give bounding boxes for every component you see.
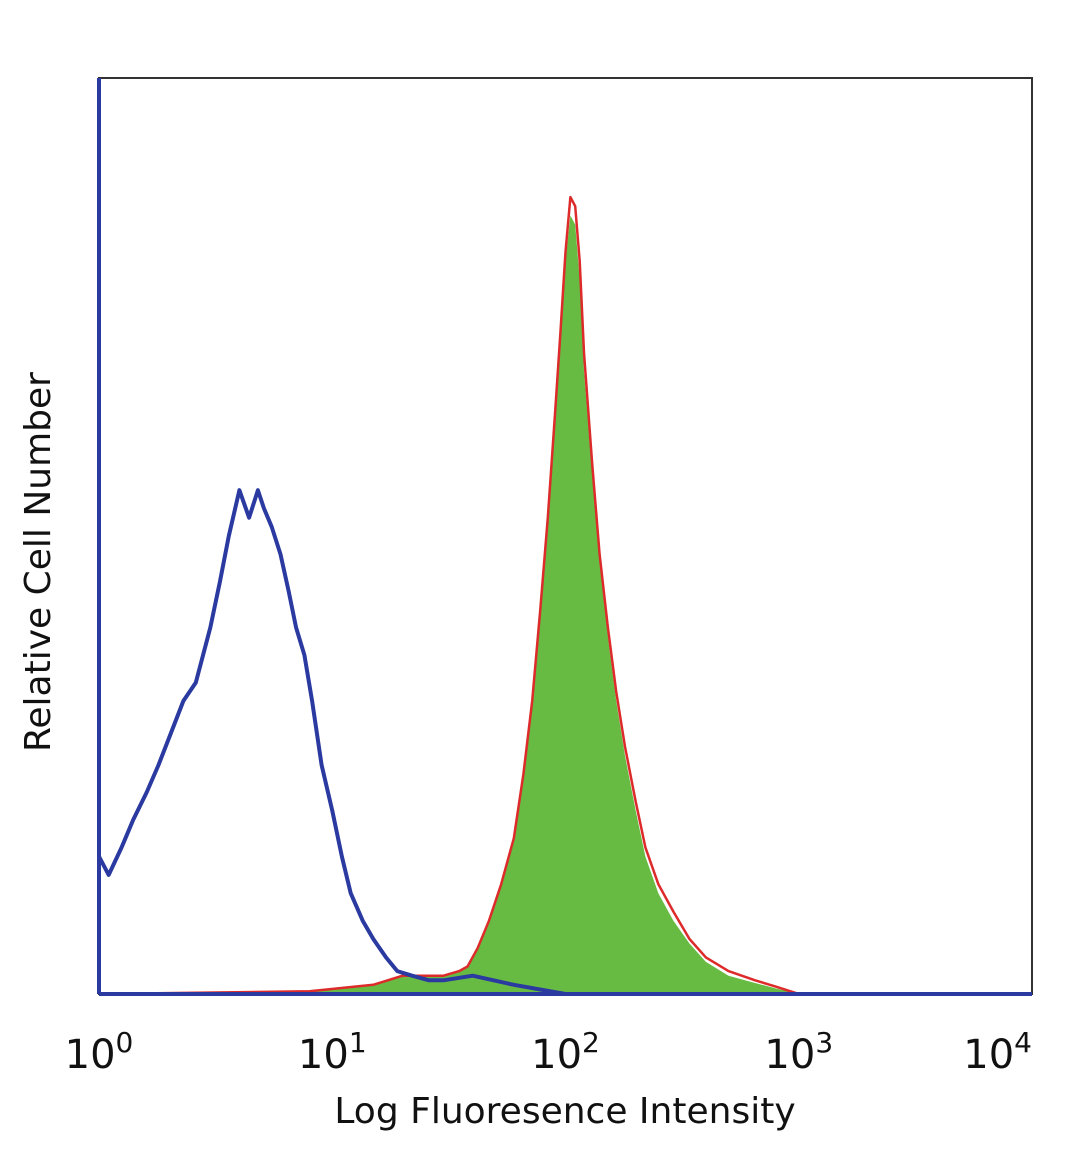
x-tick-labels: 100 101 102 103 104 (65, 1026, 1032, 1078)
x-tick-label-0: 100 (65, 1026, 134, 1078)
x-tick-exponent-4: 4 (1014, 1026, 1032, 1059)
x-tick-exponent-0: 0 (116, 1026, 134, 1059)
x-tick-base-0: 10 (65, 1032, 116, 1078)
y-axis-title: Relative Cell Number (18, 372, 59, 752)
x-tick-label-2: 102 (531, 1026, 600, 1078)
x-tick-label-3: 103 (764, 1026, 833, 1078)
x-tick-exponent-2: 2 (582, 1026, 600, 1059)
series-0-histogram-outline (97, 488, 566, 996)
x-tick-exponent-1: 1 (349, 1026, 367, 1059)
x-tick-base-1: 10 (298, 1032, 349, 1078)
x-tick-base-4: 10 (963, 1032, 1014, 1078)
series-layer (97, 195, 1032, 996)
series-2-filled-histogram (99, 215, 1032, 994)
x-tick-base-3: 10 (764, 1032, 815, 1078)
x-axis-title: Log Fluoresence Intensity (334, 1091, 795, 1132)
x-tick-base-2: 10 (531, 1032, 582, 1078)
x-tick-label-1: 101 (298, 1026, 367, 1078)
series-1-histogram-outline (98, 195, 1032, 996)
x-tick-exponent-3: 3 (815, 1026, 833, 1059)
x-tick-label-4: 104 (963, 1026, 1032, 1078)
